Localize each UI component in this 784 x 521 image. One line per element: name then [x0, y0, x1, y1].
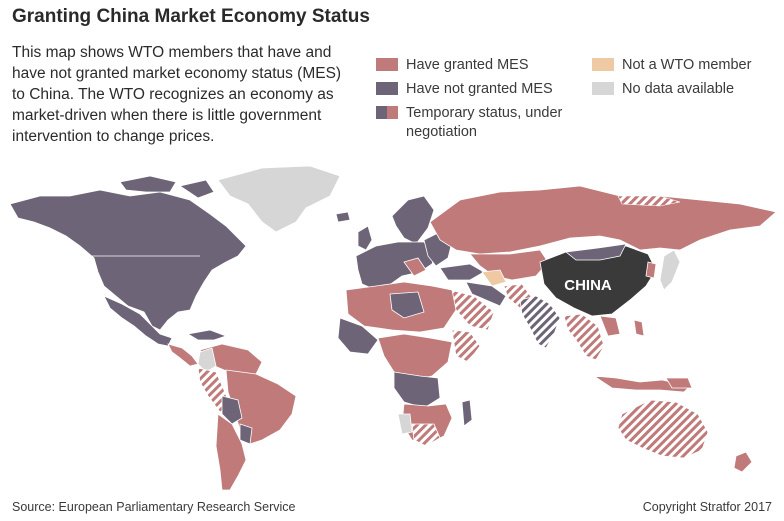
africa-no-data	[397, 413, 413, 435]
legend-label-not-member: Not a WTO member	[622, 57, 752, 73]
arctic-islands-2	[179, 179, 215, 199]
philippines	[633, 319, 645, 337]
granted-swatch	[376, 58, 398, 71]
arctic-islands	[119, 175, 177, 193]
legend-label-temporary: Temporary status, under	[406, 105, 563, 121]
sahara-not-granted	[389, 291, 425, 319]
png	[665, 377, 693, 389]
no-data-sa	[197, 347, 217, 373]
russia-east-hatch	[617, 195, 681, 207]
mongolia	[565, 243, 627, 261]
greenland	[217, 165, 341, 233]
madagascar	[461, 399, 473, 427]
europe-granted	[403, 257, 427, 277]
north-america	[9, 189, 247, 331]
south-africa-hatch	[411, 423, 441, 447]
se-asia-granted	[599, 315, 621, 337]
middle-east	[465, 281, 507, 307]
australia	[617, 399, 709, 459]
se-asia-hatch	[563, 313, 605, 361]
central-asia	[469, 249, 549, 281]
scandinavia	[391, 195, 435, 245]
legend-label-no-data: No data available	[622, 81, 735, 97]
caribbean	[186, 329, 228, 341]
iran-not-member	[481, 269, 507, 287]
iceland	[335, 211, 351, 223]
indonesia	[593, 375, 691, 393]
legend-label-granted: Have granted MES	[406, 57, 529, 73]
not-member-swatch	[592, 58, 614, 71]
russia	[429, 185, 777, 255]
bolivia	[221, 395, 243, 425]
not-granted-swatch	[376, 82, 398, 95]
central-africa	[377, 333, 453, 381]
mexico	[103, 295, 173, 347]
world-map: CHINA	[9, 165, 777, 491]
west-africa	[337, 317, 379, 355]
map-description: This map shows WTO members that have and…	[12, 44, 342, 145]
page-title: Granting China Market Economy Status	[12, 6, 370, 27]
korea	[645, 261, 657, 279]
turkey	[439, 263, 485, 281]
india	[519, 295, 561, 349]
temporary-swatch-right	[387, 106, 398, 119]
central-america	[167, 343, 199, 367]
japan	[659, 249, 681, 291]
temporary-swatch-left	[376, 106, 387, 119]
legend-label-temporary-line2: negotiation	[406, 124, 477, 140]
congo	[393, 371, 441, 409]
copyright-note: Copyright Stratfor 2017	[642, 500, 772, 514]
paraguay	[239, 423, 253, 445]
horn-africa	[451, 329, 481, 363]
no-data-swatch	[592, 82, 614, 95]
uk	[357, 225, 373, 251]
china-label: CHINA	[564, 277, 612, 294]
source-note: Source: European Parliamentary Research …	[12, 500, 296, 514]
legend-label-not-granted: Have not granted MES	[406, 81, 553, 97]
argentina-chile	[215, 413, 247, 491]
new-zealand	[733, 451, 753, 473]
